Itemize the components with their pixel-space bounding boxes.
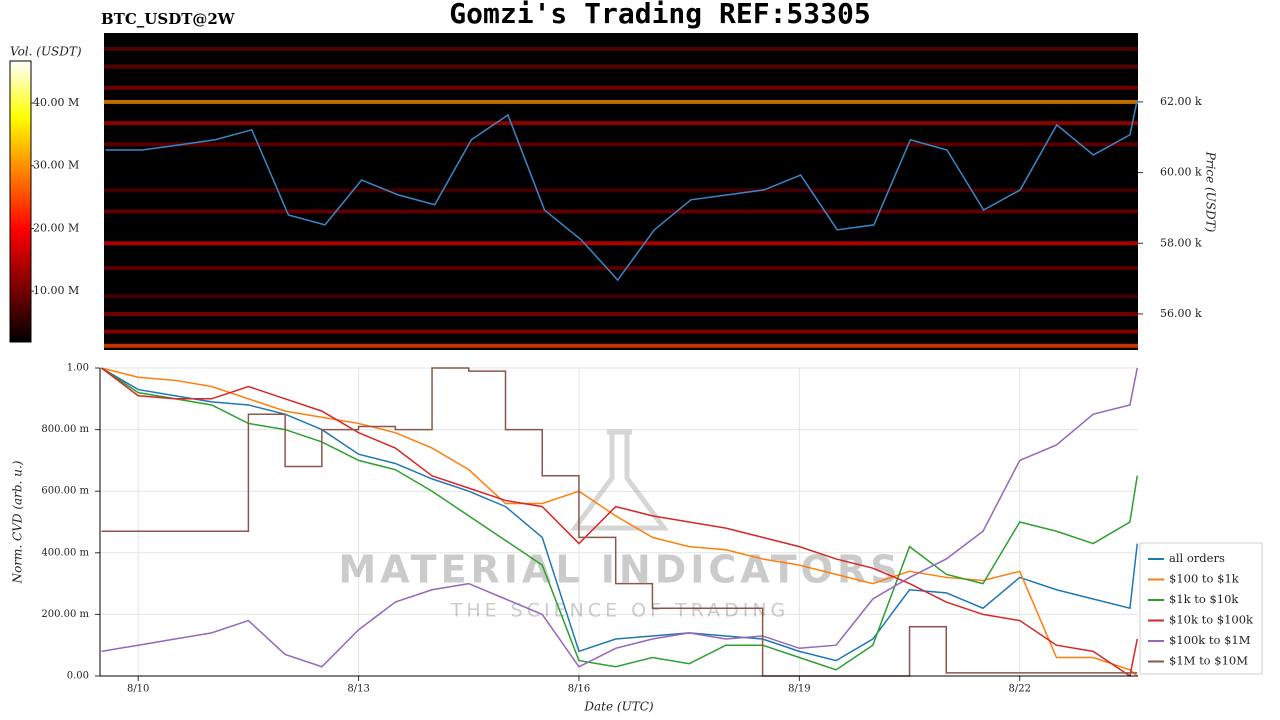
x-axis-label: Date (UTC) (583, 700, 653, 714)
legend-label: $1M to $10M (1169, 654, 1248, 668)
y-tick-label: 62.00 k (1160, 95, 1202, 108)
symbol: BTC_USDT@2W (101, 10, 236, 28)
heat-band (104, 64, 1138, 69)
y-tick-label: 1.00 (67, 363, 89, 374)
price-line (105, 99, 1139, 282)
legend-label: $10k to $100k (1169, 613, 1254, 627)
colorbar-tick-label: 20.00 M (33, 221, 79, 234)
legend-label: $100k to $1M (1169, 633, 1251, 647)
y-tick-label: 200.00 m (41, 609, 89, 620)
heat-band (104, 99, 1138, 104)
heat-band (104, 294, 1138, 299)
heat-band (104, 209, 1138, 214)
heat-band (104, 188, 1138, 193)
x-tick-label: 8/13 (347, 684, 369, 695)
y-tick-label: 56.00 k (1160, 307, 1202, 320)
x-tick-label: 8/10 (127, 684, 149, 695)
cvd-line (101, 367, 1139, 671)
x-tick-label: 8/22 (1008, 684, 1030, 695)
y-tick-label: 58.00 k (1160, 236, 1202, 249)
heat-band (104, 329, 1138, 334)
colorbar-tick-label: 30.00 M (33, 159, 79, 172)
colorbar-tick-label: 10.00 M (33, 284, 79, 297)
legend-label: $1k to $10k (1169, 592, 1239, 606)
y-tick-label: 800.00 m (41, 424, 89, 435)
cvd-line (101, 367, 1139, 678)
y-tick-label: 60.00 k (1160, 166, 1202, 179)
heat-band (104, 343, 1138, 348)
legend-label: $100 to $1k (1169, 572, 1240, 586)
cvd-line (101, 367, 1138, 677)
colorbar-tick-label: 40.00 M (33, 96, 79, 109)
legend-box (1139, 542, 1263, 675)
cvd-line (101, 367, 1139, 668)
watermark-subtext: THE SCIENCE OF TRADING (450, 600, 790, 622)
watermark-icon (570, 429, 669, 531)
x-tick-label: 8/16 (568, 684, 590, 695)
heat-band (104, 241, 1138, 246)
y-axis-label: Price (USDT) (1204, 151, 1218, 233)
x-tick-label: 8/19 (788, 684, 810, 695)
chart-title: Gomzi's Trading REF:53305 (449, 0, 870, 30)
colorbar (9, 60, 32, 343)
colorbar-label: Vol. (USDT) (10, 45, 82, 59)
y-tick-label: 0.00 (67, 671, 89, 682)
heat-band (104, 266, 1138, 271)
cvd-line (101, 367, 1139, 662)
y-tick-label: 400.00 m (41, 547, 89, 558)
legend-label: all orders (1169, 551, 1225, 565)
y-tick-label: 600.00 m (41, 486, 89, 497)
heat-band (104, 46, 1138, 51)
heat-band (104, 85, 1138, 90)
y-axis-label: Norm. CVD (arb. u.) (11, 460, 25, 584)
heat-band (104, 121, 1138, 126)
cvd-line (101, 367, 1138, 677)
heat-band (104, 142, 1138, 147)
heat-band (104, 311, 1138, 316)
